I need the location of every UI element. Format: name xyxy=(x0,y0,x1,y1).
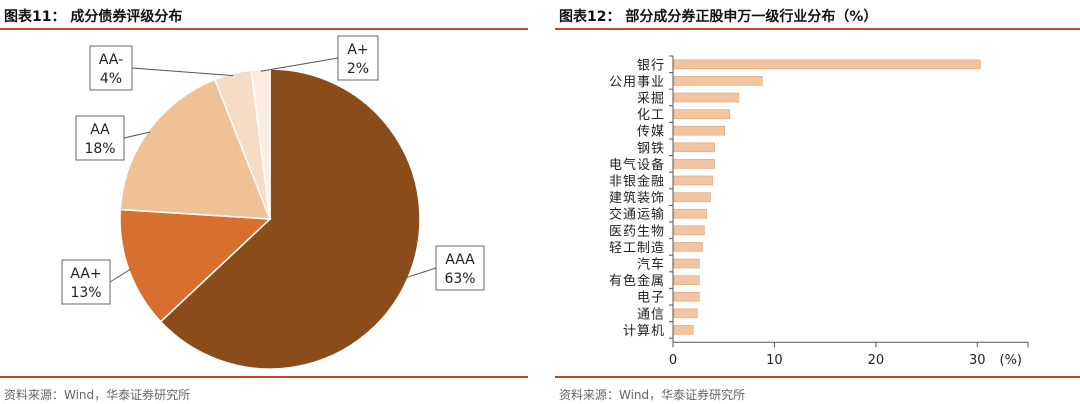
pie-label-aa: AA xyxy=(90,122,110,138)
left-panel: 图表11： 成分债券评级分布 AAA 63% AA+ 13% AA 18% AA- 4% A+ 2… xyxy=(0,0,530,404)
bar-1 xyxy=(673,59,981,70)
pie-label-box-aa xyxy=(75,115,125,161)
pie-label-box-aaa xyxy=(435,245,485,291)
title-rule xyxy=(555,28,1080,30)
bar-14 xyxy=(673,275,700,285)
right-panel: 图表12： 部分成分券正股申万一级行业分布（%） 银行 公用事业 采掘 化工 传媒 钢铁电… xyxy=(555,0,1080,404)
bar-chart-title: 图表12： 部分成分券正股申万一级行业分布（%） xyxy=(559,9,878,25)
bar-2 xyxy=(673,76,763,86)
pie-chart-title: 图表11： 成分债券评级分布 xyxy=(4,9,183,25)
pie-leader-aaa xyxy=(405,267,437,279)
bar-source-note: 资料来源：Wind，华泰证券研究所 xyxy=(559,388,746,402)
category-label: 有色金属 xyxy=(609,273,665,289)
pie-label-box-aplus xyxy=(337,35,379,81)
pie-leader-aaminus xyxy=(131,67,234,77)
pie-leader-aplus xyxy=(260,57,339,72)
pie-label-aplus: A+ xyxy=(347,42,368,58)
category-label: 公用事业 xyxy=(609,75,665,90)
pie-value-aaminus: 4% xyxy=(100,71,122,87)
bar-12 xyxy=(673,242,703,252)
bar-5 xyxy=(673,125,726,136)
category-label: 银行 xyxy=(637,58,665,73)
pie-slice-aplus xyxy=(250,68,271,220)
x-tick-label: 10 xyxy=(766,353,783,368)
bar-15 xyxy=(673,291,700,302)
bar-3 xyxy=(673,92,740,103)
pie-slice-aa xyxy=(119,78,272,220)
bar-8 xyxy=(673,175,713,186)
category-label: 交通运输 xyxy=(609,207,665,223)
bar-chart: 银行公用事业采掘化工传媒钢铁电气设备非银金融建筑装饰交通运输医药生物轻工制造汽车… xyxy=(609,55,1029,368)
category-label: 化工 xyxy=(637,108,665,123)
bar-4 xyxy=(673,109,731,119)
x-tick-label: 30 xyxy=(969,353,986,368)
pie-label-aaminus: AA- xyxy=(99,52,123,68)
category-label: 非银金融 xyxy=(609,174,665,190)
pie-chart: AAA 63% AA+ 13% AA 18% AA- 4% A+ 2% xyxy=(61,35,485,370)
x-tick-label: 20 xyxy=(868,353,885,368)
category-label: 采掘 xyxy=(637,92,665,107)
bar-11 xyxy=(673,225,705,236)
bar-17 xyxy=(673,325,694,335)
bar-7 xyxy=(673,159,715,169)
pie-slice-aaa xyxy=(159,68,421,370)
bar-9 xyxy=(673,192,711,202)
category-label: 电子 xyxy=(637,291,665,306)
source-rule xyxy=(0,376,528,378)
pie-value-aaplus: 13% xyxy=(70,285,101,301)
pie-source-note: 资料来源：Wind，华泰证券研究所 xyxy=(4,388,191,402)
title-rule xyxy=(0,28,528,30)
bar-6 xyxy=(673,142,715,153)
pie-value-aa: 18% xyxy=(84,141,115,157)
x-unit-label: (%) xyxy=(1000,353,1023,368)
category-label: 传媒 xyxy=(637,125,665,140)
pie-value-aaa: 63% xyxy=(444,271,475,287)
category-label: 建筑装饰 xyxy=(609,190,665,206)
pie-value-aplus: 2% xyxy=(347,61,369,77)
category-label: 医药生物 xyxy=(609,224,665,239)
bar-13 xyxy=(673,258,700,269)
bar-16 xyxy=(673,308,698,319)
category-label: 通信 xyxy=(637,307,665,322)
pie-leader-aaplus xyxy=(109,268,131,283)
bar-10 xyxy=(673,208,707,219)
category-label: 汽车 xyxy=(637,257,665,273)
category-label: 钢铁 xyxy=(637,141,665,156)
category-label: 轻工制造 xyxy=(609,241,665,256)
pie-label-box-aaplus xyxy=(61,259,111,305)
category-label: 电气设备 xyxy=(609,157,665,173)
source-rule xyxy=(555,376,1080,378)
x-tick-label: 0 xyxy=(669,353,677,368)
pie-leader-aa xyxy=(123,131,151,139)
pie-label-aaplus: AA+ xyxy=(70,266,101,282)
category-label: 计算机 xyxy=(623,324,665,339)
pie-label-aaa: AAA xyxy=(445,252,475,268)
pie-label-box-aaminus xyxy=(89,45,133,91)
